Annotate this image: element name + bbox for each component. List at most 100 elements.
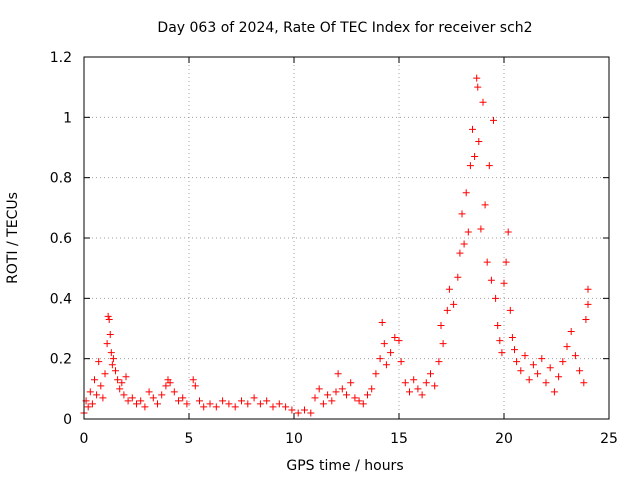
data-point <box>328 397 336 405</box>
data-point <box>219 397 227 405</box>
data-point <box>200 403 208 411</box>
data-point <box>511 346 518 354</box>
data-point <box>294 409 302 417</box>
data-point <box>500 279 508 287</box>
data-point <box>414 385 422 393</box>
data-point <box>183 400 191 408</box>
data-point <box>418 391 426 399</box>
data-point <box>401 379 409 387</box>
data-point <box>301 406 308 414</box>
data-point <box>450 300 458 308</box>
data-point <box>351 394 359 402</box>
x-axis-label: GPS time / hours <box>286 458 403 474</box>
data-point <box>244 400 252 408</box>
data-point <box>473 74 481 82</box>
data-point <box>372 370 380 378</box>
data-point <box>104 312 112 320</box>
data-point <box>387 349 395 357</box>
data-point <box>206 400 214 408</box>
data-point <box>534 370 542 378</box>
data-point <box>118 379 126 387</box>
data-point <box>492 294 500 302</box>
data-point <box>212 403 220 411</box>
data-point <box>555 373 563 381</box>
data-point <box>133 400 140 408</box>
data-point <box>112 367 119 375</box>
data-point <box>546 364 554 372</box>
y-tick-label: 1 <box>63 110 72 126</box>
data-point <box>580 379 588 387</box>
data-point <box>502 258 510 266</box>
data-point <box>154 400 161 408</box>
data-point <box>397 358 405 366</box>
x-tick-label: 0 <box>80 431 89 447</box>
data-point <box>576 367 584 375</box>
data-point <box>582 315 590 323</box>
grid-lines <box>84 57 609 419</box>
data-point <box>542 379 550 387</box>
data-point <box>462 189 470 197</box>
data-point <box>97 382 105 390</box>
data-point <box>479 98 487 106</box>
data-point <box>196 397 203 405</box>
data-point <box>114 376 122 384</box>
data-point <box>103 340 111 348</box>
data-point <box>464 228 472 236</box>
data-point <box>513 358 521 366</box>
data-point <box>437 321 445 329</box>
data-point <box>378 318 386 326</box>
data-point <box>490 116 497 124</box>
data-point <box>88 400 96 408</box>
data-point <box>170 388 178 396</box>
data-point <box>456 249 464 257</box>
data-point <box>496 337 504 345</box>
data-point <box>391 334 399 342</box>
data-point <box>508 334 516 342</box>
data-point <box>191 382 199 390</box>
data-point <box>458 210 466 218</box>
y-tick-label: 0.6 <box>50 231 72 247</box>
data-point <box>347 379 355 387</box>
data-point <box>504 228 512 236</box>
data-point <box>521 352 529 360</box>
data-point <box>395 337 403 345</box>
data-point <box>307 409 315 417</box>
data-point <box>106 331 114 339</box>
data-point <box>120 391 128 399</box>
data-point <box>149 394 157 402</box>
data-point <box>563 343 571 351</box>
data-point <box>525 376 533 384</box>
data-point <box>343 391 350 399</box>
data-point <box>529 361 537 369</box>
data-point <box>481 201 489 209</box>
y-tick-label: 0.2 <box>50 352 72 368</box>
data-point <box>282 403 290 411</box>
data-point <box>99 394 107 402</box>
data-point <box>380 340 388 348</box>
data-point <box>427 370 434 378</box>
data-point <box>107 349 115 357</box>
data-point <box>145 388 153 396</box>
data-point <box>189 376 197 384</box>
data-point <box>116 385 124 393</box>
x-tick-label: 15 <box>390 431 408 447</box>
data-point <box>263 397 271 405</box>
data-point <box>439 340 447 348</box>
x-tick-label: 10 <box>285 431 303 447</box>
data-point <box>334 370 342 378</box>
data-point <box>319 400 327 408</box>
x-tick-label: 20 <box>495 431 513 447</box>
data-point <box>571 352 579 360</box>
data-point <box>108 361 116 369</box>
data-point <box>238 397 245 405</box>
data-point <box>376 355 384 363</box>
y-axis-label: ROTI / TECUs <box>5 192 21 284</box>
data-point <box>559 358 567 366</box>
data-point <box>95 358 103 366</box>
y-tick-label: 0.4 <box>50 291 72 307</box>
data-point <box>162 382 170 390</box>
data-points <box>80 74 592 417</box>
y-tick-label: 0 <box>63 412 72 428</box>
data-point <box>84 403 92 411</box>
